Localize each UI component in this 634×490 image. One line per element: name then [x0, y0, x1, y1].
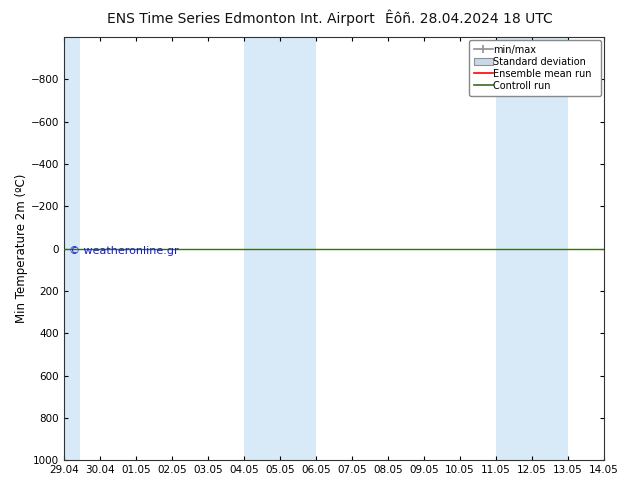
Text: Êôñ. 28.04.2024 18 UTC: Êôñ. 28.04.2024 18 UTC [385, 12, 553, 26]
Text: © weatheronline.gr: © weatheronline.gr [69, 246, 179, 256]
Text: ENS Time Series Edmonton Int. Airport: ENS Time Series Edmonton Int. Airport [107, 12, 375, 26]
Bar [496, 37, 568, 460]
Y-axis label: Min Temperature 2m (ºC): Min Temperature 2m (ºC) [15, 174, 28, 323]
Bar [244, 37, 316, 460]
Bar [64, 37, 81, 460]
Legend: min/max, Standard deviation, Ensemble mean run, Controll run: min/max, Standard deviation, Ensemble me… [469, 40, 601, 96]
